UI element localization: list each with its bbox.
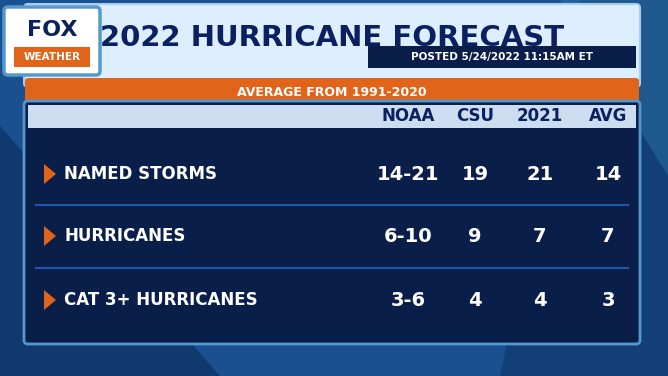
FancyBboxPatch shape — [28, 105, 636, 128]
FancyBboxPatch shape — [28, 105, 636, 128]
Text: CAT 3+ HURRICANES: CAT 3+ HURRICANES — [64, 291, 258, 309]
Text: WEATHER: WEATHER — [23, 52, 81, 62]
Text: CSU: CSU — [456, 107, 494, 125]
Text: 14-21: 14-21 — [377, 165, 440, 183]
Text: AVG: AVG — [589, 107, 627, 125]
FancyBboxPatch shape — [25, 78, 639, 108]
Text: 2021: 2021 — [517, 107, 563, 125]
Text: 4: 4 — [468, 291, 482, 309]
Text: 14: 14 — [595, 165, 622, 183]
Text: 4: 4 — [533, 291, 547, 309]
Text: 21: 21 — [526, 165, 554, 183]
Text: NAMED STORMS: NAMED STORMS — [64, 165, 217, 183]
Text: AVERAGE FROM 1991-2020: AVERAGE FROM 1991-2020 — [237, 86, 427, 100]
Polygon shape — [44, 226, 56, 246]
Text: 7: 7 — [533, 226, 546, 246]
Text: 7: 7 — [601, 226, 615, 246]
Text: HURRICANES: HURRICANES — [64, 227, 186, 245]
FancyBboxPatch shape — [24, 4, 640, 87]
Polygon shape — [44, 164, 56, 184]
FancyBboxPatch shape — [14, 47, 90, 67]
Polygon shape — [500, 0, 668, 376]
Text: 9: 9 — [468, 226, 482, 246]
Text: 3: 3 — [601, 291, 615, 309]
Polygon shape — [44, 290, 56, 310]
FancyBboxPatch shape — [24, 101, 640, 344]
Text: 3-6: 3-6 — [390, 291, 426, 309]
FancyBboxPatch shape — [4, 7, 100, 75]
Text: NOAA: NOAA — [381, 107, 435, 125]
Polygon shape — [100, 0, 668, 176]
Text: 19: 19 — [462, 165, 488, 183]
Text: FOX: FOX — [27, 20, 77, 40]
Text: 6-10: 6-10 — [383, 226, 432, 246]
Polygon shape — [0, 0, 220, 376]
FancyBboxPatch shape — [368, 46, 636, 68]
Text: POSTED 5/24/2022 11:15AM ET: POSTED 5/24/2022 11:15AM ET — [411, 52, 593, 62]
Text: 2022 HURRICANE FORECAST: 2022 HURRICANE FORECAST — [100, 24, 564, 52]
